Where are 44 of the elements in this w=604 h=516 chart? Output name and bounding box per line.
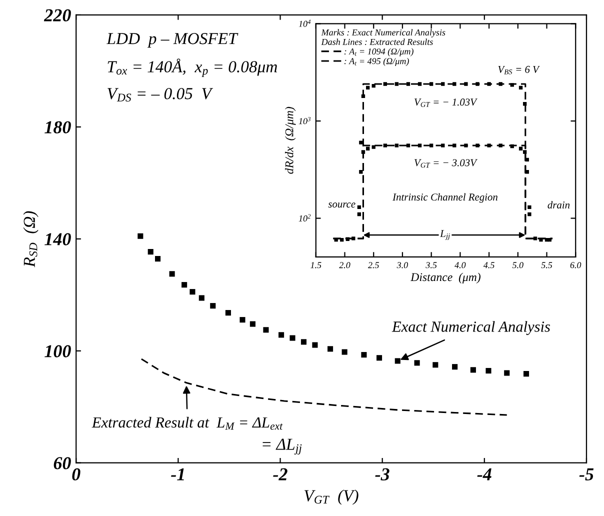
annotation: V$_{BS}$ = 6 V [498, 66, 540, 74]
annotation: Extracted Result at L$_{M}$ = ΔL$_{ext}$ [92, 416, 283, 430]
y-tick-label: 220 [44, 9, 71, 22]
legend-title: Marks : Exact Numerical Analysis Dash Lines : Extracted Results [321, 29, 446, 46]
x-tick-label: 0 [72, 468, 80, 480]
x-tick-label: 6.0 [570, 262, 582, 268]
y-tick-label: 180 [44, 121, 71, 134]
annotation: source [328, 202, 356, 208]
annotation: V$_{GT}$ = − 1.03V [414, 98, 478, 107]
x-tick-label: -4 [477, 468, 492, 480]
y-tick-label: 140 [44, 233, 71, 246]
x-axis-title: Distance (μm) [410, 272, 480, 284]
x-tick-label: 4.5 [483, 262, 494, 268]
x-tick-label: -2 [273, 468, 288, 480]
legend-label: : A$_{t}$ = 495 (Ω/μm) [344, 58, 409, 66]
annotation: Exact Numerical Analysis [392, 321, 550, 335]
y-tick-label: 10$^{3}$ [298, 117, 311, 124]
annotation: V$_{GT}$ = − 3.03V [414, 159, 478, 168]
annotation: V$_{DS}$ = – 0.05 V [108, 88, 214, 102]
x-tick-label: 5.5 [541, 262, 552, 268]
annotation: Intrinsic Channel Region [392, 193, 498, 203]
x-tick-label: -5 [579, 468, 594, 480]
y-axis-title: R$_{SD}$ (Ω) [23, 211, 38, 268]
annotation: LDD p – MOSFET [106, 33, 238, 48]
y-tick-label: 10$^{2}$ [298, 214, 311, 222]
x-tick-label: -3 [375, 468, 390, 480]
y-tick-label: 100 [44, 345, 71, 358]
y-axis-title: dR/dx (Ω/μm) [284, 106, 296, 174]
x-axis-title: V$_{GT}$ (V) [304, 490, 358, 505]
x-tick-label: -1 [171, 468, 184, 480]
annotation: L$_{jj}$ [440, 230, 450, 240]
y-tick-label: 10$^{4}$ [298, 20, 311, 27]
annotation: = ΔL$_{jj}$ [262, 438, 302, 455]
legend-label: : A$_{t}$ = 1094 (Ω/μm) [344, 48, 414, 56]
x-tick-label: 5.0 [512, 262, 524, 268]
annotation: drain [548, 201, 570, 209]
x-tick-label: 2.5 [368, 262, 379, 268]
x-tick-label: 2.0 [339, 262, 350, 268]
y-tick-label: 60 [54, 457, 71, 470]
annotation: T$_{ox}$ = 140Å, x$_{p}$ = 0.08μm [108, 58, 277, 77]
x-tick-label: 4.0 [454, 262, 466, 268]
x-tick-label: 3.0 [396, 262, 408, 268]
x-tick-label: 3.5 [426, 262, 437, 268]
x-tick-label: 1.5 [310, 262, 322, 268]
